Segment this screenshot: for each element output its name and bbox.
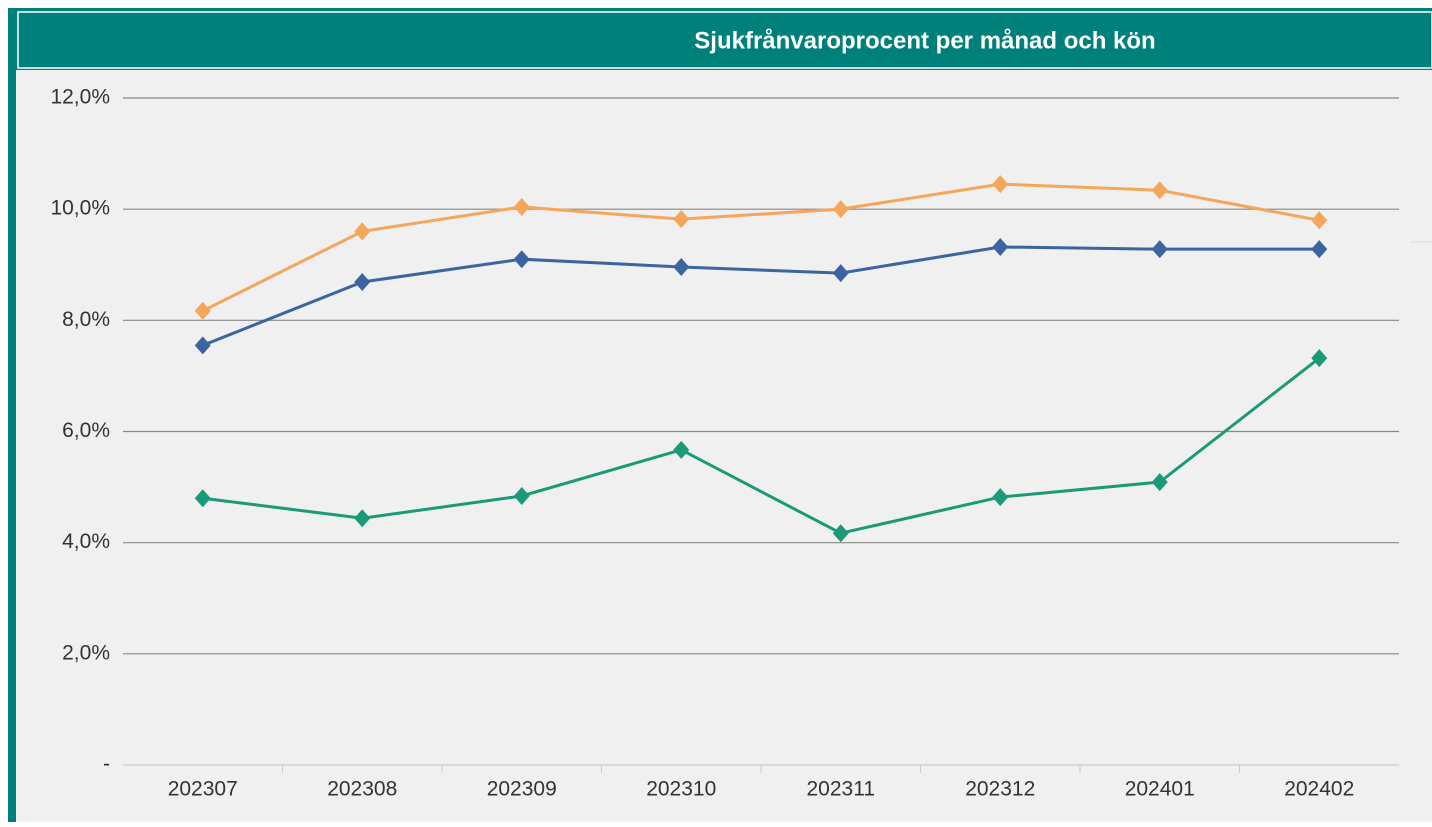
x-tick-label: 202310 (646, 778, 716, 801)
y-tick-label: - (103, 753, 110, 776)
series-line (202, 356, 1321, 535)
marker (832, 524, 849, 543)
y-tick-label: 10,0% (50, 197, 110, 220)
marker (992, 488, 1009, 507)
x-tick-label: 202402 (1284, 778, 1354, 801)
marker (673, 257, 690, 276)
marker (992, 175, 1009, 194)
y-tick-label: 8,0% (62, 308, 110, 331)
frame-left (8, 8, 16, 822)
marker (194, 336, 211, 355)
y-tick-label: 4,0% (62, 530, 110, 553)
chart-title: Sjukfrånvaroprocent per månad och kön (694, 27, 1155, 54)
marker (354, 222, 371, 241)
marker (1151, 240, 1168, 259)
marker (832, 200, 849, 219)
series-line (202, 245, 1320, 347)
series-line (202, 182, 1320, 313)
marker (513, 197, 530, 216)
x-tick-label: 202308 (327, 778, 397, 801)
header-bar (8, 8, 1432, 70)
marker (513, 486, 530, 505)
marker (992, 237, 1009, 256)
marker (1151, 473, 1168, 492)
y-tick-label: 2,0% (62, 641, 110, 664)
marker (832, 264, 849, 283)
y-tick-label: 12,0% (50, 86, 110, 109)
x-tick-label: 202312 (965, 778, 1035, 801)
x-tick-label: 202401 (1125, 778, 1195, 801)
panel (16, 70, 1432, 822)
marker (194, 489, 211, 508)
marker (673, 440, 690, 459)
x-tick-label: 202311 (806, 778, 875, 801)
marker (1311, 211, 1328, 230)
marker (673, 210, 690, 229)
marker (1311, 349, 1328, 368)
marker (354, 272, 371, 291)
marker (354, 509, 371, 528)
marker (1151, 181, 1168, 200)
x-tick-label: 202307 (168, 778, 238, 801)
y-tick-label: 6,0% (62, 419, 110, 442)
x-tick-label: 202309 (487, 778, 557, 801)
marker (513, 250, 530, 269)
marker (194, 301, 211, 320)
marker (1311, 240, 1328, 259)
header-inner (17, 11, 1432, 69)
